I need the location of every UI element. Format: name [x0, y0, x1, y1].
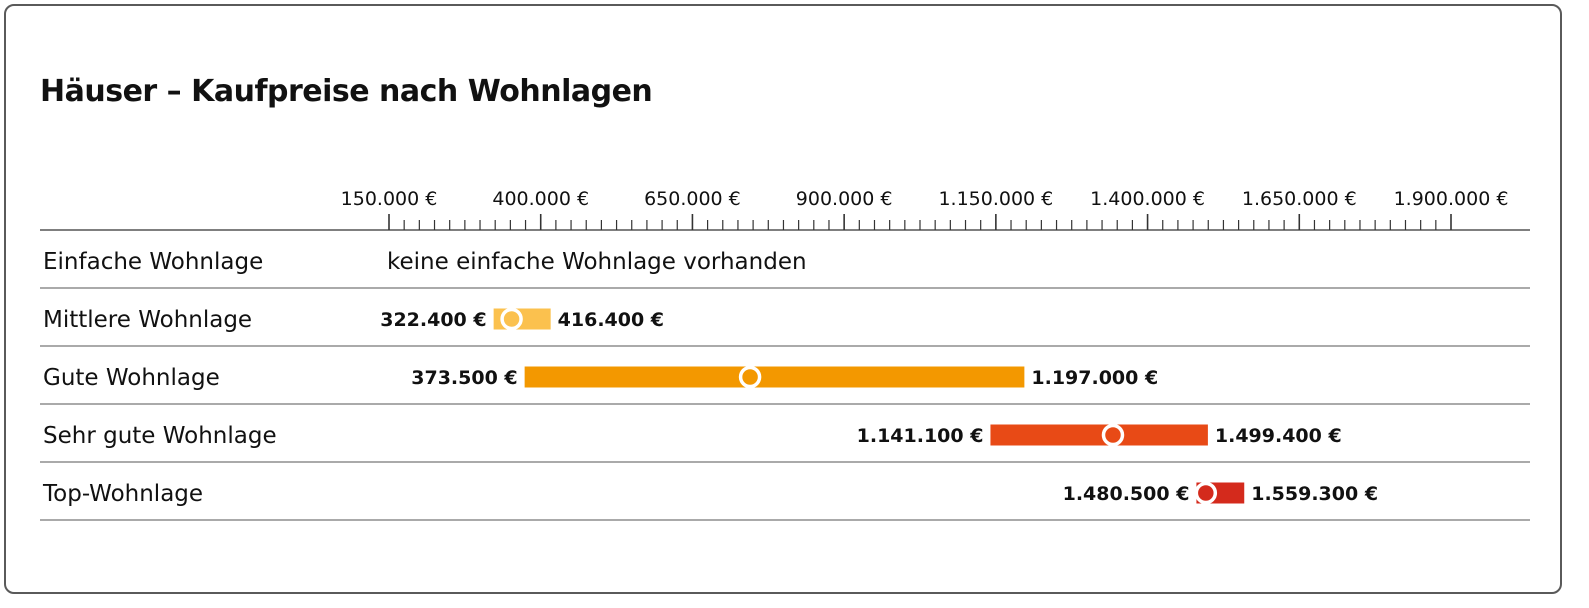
x-tick-label: 1.900.000 €: [1394, 188, 1509, 210]
row-label: Top-Wohnlage: [42, 481, 203, 507]
row-label: Sehr gute Wohnlage: [43, 423, 277, 449]
row-label: Mittlere Wohnlage: [43, 307, 252, 333]
max-value-label: 1.499.400 €: [1215, 425, 1342, 447]
max-value-label: 1.559.300 €: [1251, 483, 1378, 505]
chart-card: [4, 4, 1562, 594]
median-marker: [1101, 423, 1125, 447]
chart-title: Häuser – Kaufpreise nach Wohnlagen: [40, 74, 653, 109]
min-value-label: 373.500 €: [411, 367, 517, 389]
max-value-label: 416.400 €: [558, 309, 664, 331]
x-tick-label: 650.000 €: [644, 188, 741, 210]
row-label: Gute Wohnlage: [43, 365, 220, 391]
min-value-label: 1.480.500 €: [1063, 483, 1190, 505]
x-tick-label: 1.650.000 €: [1242, 188, 1357, 210]
median-marker: [738, 365, 762, 389]
x-tick-label: 150.000 €: [341, 188, 438, 210]
median-marker: [500, 307, 523, 331]
range-bar: [524, 366, 1025, 388]
row-label: Einfache Wohnlage: [43, 249, 263, 275]
x-tick-label: 1.400.000 €: [1090, 188, 1205, 210]
x-tick-label: 400.000 €: [492, 188, 589, 210]
x-tick-label: 1.150.000 €: [938, 188, 1053, 210]
row-note: keine einfache Wohnlage vorhanden: [387, 249, 807, 275]
min-value-label: 1.141.100 €: [857, 425, 984, 447]
median-marker: [1194, 481, 1218, 505]
min-value-label: 322.400 €: [380, 309, 486, 331]
max-value-label: 1.197.000 €: [1031, 367, 1158, 389]
range-bar: [990, 424, 1208, 446]
x-tick-label: 900.000 €: [796, 188, 893, 210]
